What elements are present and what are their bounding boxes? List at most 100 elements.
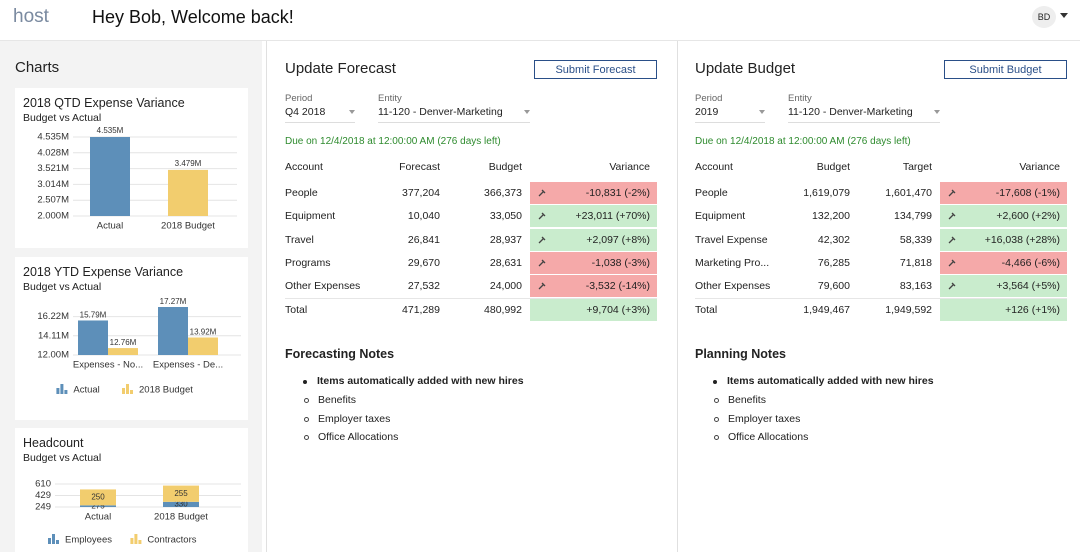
bullet [714, 398, 719, 403]
submit-button[interactable]: Submit Budget [944, 60, 1067, 79]
bar [158, 307, 188, 355]
value-cell: -17,608 (-1%) [995, 187, 1060, 199]
legend-label: Employees [65, 535, 112, 546]
value-cell: 76,285 [817, 256, 850, 269]
edit-icon[interactable] [538, 259, 546, 267]
edit-icon[interactable] [948, 212, 956, 220]
variance-cell [940, 182, 1067, 204]
value-cell: +23,011 (+70%) [575, 210, 650, 223]
account-cell: Other Expenses [695, 280, 771, 293]
y-tick-label: 4.028M [37, 147, 69, 158]
legend-label: 2018 Budget [139, 385, 193, 396]
bar [188, 337, 218, 355]
y-tick-label: 2.507M [37, 195, 69, 206]
dropdown-caret[interactable] [934, 110, 940, 114]
divider [266, 41, 267, 552]
account-cell: Marketing Pro... [695, 256, 770, 269]
value-cell: +16,038 (+28%) [984, 233, 1060, 246]
y-tick-label: 610 [35, 479, 51, 490]
field-underline [695, 122, 765, 123]
notes-subitem: Office Allocations [318, 431, 399, 443]
column-header: Variance [609, 161, 650, 173]
value-cell: 134,799 [894, 210, 932, 223]
account-cell: People [285, 187, 318, 199]
column-header: Target [902, 161, 932, 173]
value-cell: +126 (+1%) [1005, 303, 1060, 316]
value-cell: +3,564 (+5%) [996, 280, 1060, 293]
field-value[interactable]: 2019 [695, 106, 719, 118]
logo[interactable]: host [13, 6, 49, 27]
value-cell: 33,050 [489, 210, 522, 223]
variance-cell [940, 275, 1067, 298]
field-value[interactable]: 11-120 - Denver-Marketing [378, 106, 503, 118]
chart-card: 2018 YTD Expense Variance Budget vs Actua… [15, 257, 248, 420]
field-value[interactable]: Q4 2018 [285, 106, 326, 118]
y-tick-label: 4.535M [37, 132, 69, 143]
field-label: Entity [378, 93, 402, 104]
account-cell: Equipment [285, 210, 336, 223]
edit-icon[interactable] [538, 189, 546, 197]
variance-cell [530, 298, 657, 321]
legend-icon [48, 538, 51, 544]
due-date: Due on 12/4/2018 at 12:00:00 AM (276 day… [285, 136, 501, 147]
legend-icon [130, 390, 133, 394]
avatar[interactable]: BD [1032, 6, 1056, 28]
x-tick-label: 2018 Budget [154, 512, 208, 523]
bar [168, 169, 208, 216]
panel-title: Update Budget [695, 60, 796, 77]
value-cell: 1,949,467 [803, 303, 850, 316]
column-header: Forecast [399, 161, 440, 173]
value-cell: 28,937 [489, 233, 522, 246]
value-cell: +2,600 (+2%) [996, 210, 1060, 223]
dropdown-caret[interactable] [349, 110, 355, 114]
edit-icon[interactable] [538, 236, 546, 244]
edit-icon[interactable] [538, 282, 546, 290]
charts-panel: Charts 2018 QTD Expense Variance Budget v… [0, 41, 262, 552]
field-label: Entity [788, 93, 812, 104]
avatar-caret[interactable] [1060, 13, 1068, 19]
edit-icon[interactable] [948, 259, 956, 267]
value-cell: 27,532 [407, 280, 440, 293]
bullet [714, 416, 719, 422]
edit-icon[interactable] [948, 189, 956, 197]
field-underline [285, 122, 355, 123]
variance-cell [530, 275, 657, 298]
chart-card: 2018 QTD Expense Variance Budget vs Actua… [15, 88, 248, 248]
y-tick-label: 429 [35, 490, 51, 501]
top-bar: host Hey Bob, Welcome back! BD [0, 0, 1080, 41]
legend-icon [56, 388, 60, 394]
y-tick-label: 12.00M [37, 350, 69, 361]
dropdown-caret[interactable] [524, 110, 530, 114]
field-label: Period [285, 93, 313, 104]
value-label: 15.79M [80, 311, 107, 320]
panel-title: Update Forecast [285, 60, 396, 77]
legend-label: Actual [73, 385, 99, 396]
submit-button[interactable]: Submit Forecast [534, 60, 657, 79]
legend-icon [56, 540, 59, 544]
field-label: Period [695, 93, 723, 104]
greeting: Hey Bob, Welcome back! [92, 7, 294, 27]
notes-subitem: Benefits [728, 394, 766, 406]
value-cell: -1,038 (-3%) [591, 256, 650, 269]
bullet [303, 380, 307, 384]
legend-icon [134, 534, 138, 544]
bar-segment [80, 505, 116, 507]
edit-icon[interactable] [538, 212, 546, 220]
edit-icon[interactable] [948, 236, 956, 244]
notes-title: Planning Notes [695, 347, 786, 361]
value-cell: 29,670 [407, 256, 440, 269]
field-value[interactable]: 11-120 - Denver-Marketing [788, 106, 913, 118]
value-cell: 58,339 [899, 233, 932, 246]
value-cell: 71,818 [899, 256, 932, 269]
divider [677, 41, 678, 552]
variance-cell [530, 251, 657, 274]
edit-icon[interactable] [948, 282, 956, 290]
legend-icon [126, 384, 129, 394]
x-tick-label: Actual [97, 221, 123, 232]
dropdown-caret[interactable] [759, 110, 765, 114]
variance-cell [940, 205, 1067, 228]
value-cell: 1,601,470 [885, 187, 932, 199]
notes-subitem: Employer taxes [728, 412, 801, 425]
value-cell: 83,163 [899, 280, 932, 293]
total-rule [285, 297, 657, 299]
